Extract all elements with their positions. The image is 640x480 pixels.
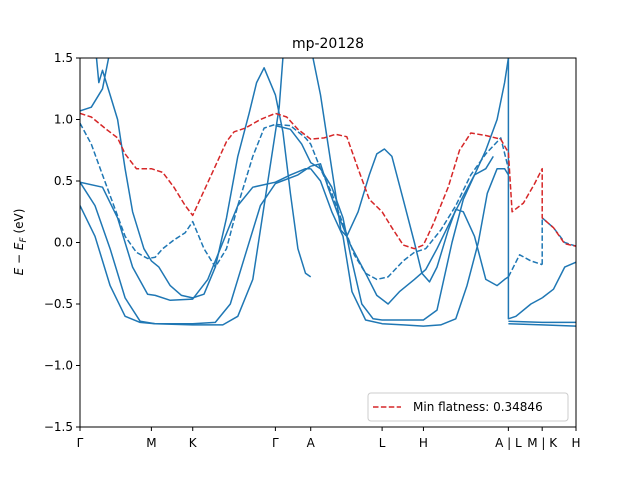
x-tick-label: H	[571, 436, 580, 450]
x-tick-label: K	[189, 436, 198, 450]
x-tick-label: L	[379, 436, 386, 450]
band-line-3	[80, 58, 110, 112]
legend-label-flatness: Min flatness: 0.34846	[413, 400, 543, 414]
x-tick-label: M | K	[527, 436, 558, 450]
x-tick-label: M	[146, 436, 156, 450]
y-tick-label: 1.0	[54, 113, 73, 127]
band-line-12	[508, 322, 576, 327]
band-line-0	[80, 167, 311, 302]
band-line-5	[275, 124, 494, 321]
band-line-11	[541, 261, 576, 299]
x-tick-label: A | L	[495, 436, 522, 450]
series-min-flatness	[80, 112, 576, 250]
y-tick-label: 0.5	[54, 174, 73, 188]
y-axis-label: E − EF (eV)	[12, 209, 29, 276]
legend-box	[367, 392, 569, 422]
y-axis-label-subscript: F	[19, 237, 29, 243]
x-axis: Γ M K Γ A L H A | L M | K H	[77, 427, 581, 450]
x-tick-label: H	[419, 436, 428, 450]
y-tick-label: −0.5	[44, 297, 73, 311]
band-line-1	[80, 165, 312, 325]
band-line-9	[507, 58, 543, 320]
y-axis-label-unit: (eV)	[12, 209, 26, 238]
y-tick-label: 0.0	[54, 236, 73, 250]
dashed-band-15	[541, 217, 576, 265]
band-line-10	[508, 320, 576, 324]
legend: Min flatness: 0.34846	[367, 392, 569, 422]
y-tick-label: −1.0	[44, 359, 73, 373]
x-tick-label: Γ	[77, 436, 84, 450]
plot-frame	[79, 57, 577, 428]
y-tick-label: 1.5	[54, 51, 73, 65]
band-line-2	[80, 58, 284, 326]
y-axis-label-e: E	[12, 267, 26, 275]
y-axis: −1.5 −1.0 −0.5 0.0 0.5 1.0 1.5	[44, 51, 80, 434]
band-line-7	[312, 58, 509, 287]
plot-area	[80, 58, 576, 327]
y-axis-label-e2: E	[12, 242, 26, 250]
chart-title: mp-20128	[292, 36, 364, 52]
x-tick-label: Γ	[272, 436, 279, 450]
band-line-8	[310, 58, 510, 305]
y-axis-label-minus: −	[12, 250, 26, 268]
x-tick-label: A	[307, 436, 316, 450]
y-tick-label: −1.5	[44, 420, 73, 434]
dashed-band-14	[507, 254, 543, 278]
band-line-6	[310, 167, 510, 327]
